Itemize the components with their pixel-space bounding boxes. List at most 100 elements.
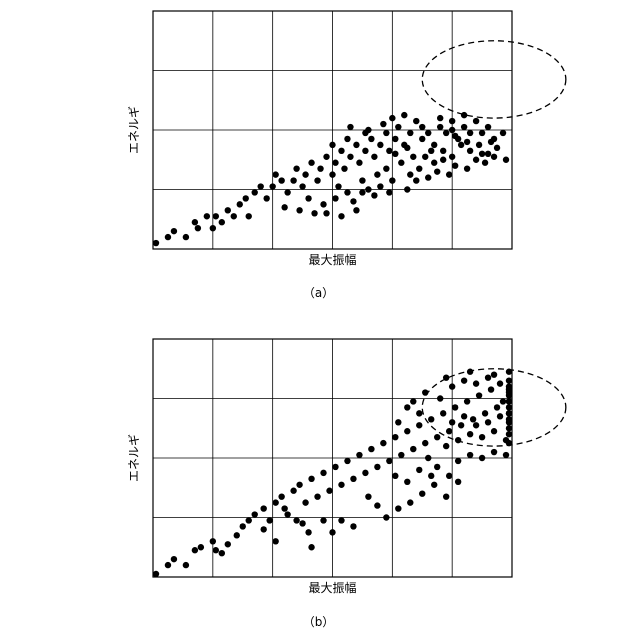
data-point — [356, 452, 362, 458]
data-point — [380, 440, 386, 446]
data-point — [296, 207, 302, 213]
data-point — [284, 189, 290, 195]
data-point — [320, 201, 326, 207]
data-point — [449, 127, 455, 133]
data-point — [213, 213, 219, 219]
data-point — [213, 547, 219, 553]
data-point — [437, 124, 443, 130]
data-point — [482, 410, 488, 416]
data-point — [204, 213, 210, 219]
data-point — [467, 369, 473, 375]
data-point — [338, 517, 344, 523]
data-point — [344, 458, 350, 464]
data-point — [500, 130, 506, 136]
data-point — [404, 428, 410, 434]
data-point — [290, 488, 296, 494]
data-point — [422, 389, 428, 395]
data-point — [431, 142, 437, 148]
data-point — [365, 186, 371, 192]
data-point — [479, 455, 485, 461]
data-point — [461, 377, 467, 383]
data-point — [443, 493, 449, 499]
data-point — [434, 168, 440, 174]
data-point — [296, 482, 302, 488]
data-point — [428, 416, 434, 422]
data-point — [437, 395, 443, 401]
data-point — [482, 160, 488, 166]
data-point — [506, 404, 512, 410]
data-point — [464, 165, 470, 171]
data-point — [410, 154, 416, 160]
data-point — [461, 413, 467, 419]
data-point — [299, 520, 305, 526]
data-point — [422, 154, 428, 160]
data-point — [437, 115, 443, 121]
data-point — [234, 532, 240, 538]
data-point — [278, 177, 284, 183]
data-point — [320, 517, 326, 523]
data-point — [404, 404, 410, 410]
chart-panel-b: エネルギ 最大振幅 （b） — [127, 339, 566, 629]
data-point — [362, 148, 368, 154]
data-point — [503, 452, 509, 458]
x-axis-label: 最大振幅 — [308, 580, 356, 595]
data-point — [473, 157, 479, 163]
data-point — [395, 505, 401, 511]
data-point — [419, 136, 425, 142]
data-point — [464, 139, 470, 145]
data-point — [443, 374, 449, 380]
data-point — [506, 431, 512, 437]
data-point — [392, 473, 398, 479]
data-point — [225, 207, 231, 213]
x-axis-label: 最大振幅 — [308, 252, 356, 267]
data-point — [407, 499, 413, 505]
data-point — [416, 165, 422, 171]
data-point — [428, 473, 434, 479]
data-point — [266, 517, 272, 523]
data-point — [485, 419, 491, 425]
data-point — [467, 452, 473, 458]
data-point — [377, 142, 383, 148]
data-point — [413, 177, 419, 183]
data-point — [383, 514, 389, 520]
data-point — [171, 556, 177, 562]
data-point — [407, 130, 413, 136]
data-point — [491, 449, 497, 455]
data-point — [305, 195, 311, 201]
data-point — [443, 130, 449, 136]
data-point — [449, 154, 455, 160]
data-point — [506, 440, 512, 446]
data-point — [263, 195, 269, 201]
y-axis-label: エネルギ — [127, 106, 141, 154]
data-point — [374, 171, 380, 177]
data-point — [428, 148, 434, 154]
data-point — [479, 130, 485, 136]
data-point — [446, 428, 452, 434]
data-point — [371, 154, 377, 160]
data-point — [413, 118, 419, 124]
data-point — [476, 142, 482, 148]
data-point — [476, 392, 482, 398]
data-point — [389, 177, 395, 183]
data-point — [368, 136, 374, 142]
data-point — [225, 541, 231, 547]
data-point — [491, 428, 497, 434]
data-point — [431, 482, 437, 488]
data-point — [171, 228, 177, 234]
data-point — [332, 160, 338, 166]
data-point — [195, 225, 201, 231]
data-point — [473, 118, 479, 124]
data-point — [449, 118, 455, 124]
data-point — [272, 538, 278, 544]
data-point — [332, 464, 338, 470]
data-point — [165, 234, 171, 240]
data-point — [485, 374, 491, 380]
data-point — [410, 446, 416, 452]
data-point — [299, 183, 305, 189]
data-point — [479, 434, 485, 440]
data-point — [374, 464, 380, 470]
data-point — [347, 154, 353, 160]
data-point — [284, 511, 290, 517]
data-point — [485, 124, 491, 130]
data-point — [329, 529, 335, 535]
